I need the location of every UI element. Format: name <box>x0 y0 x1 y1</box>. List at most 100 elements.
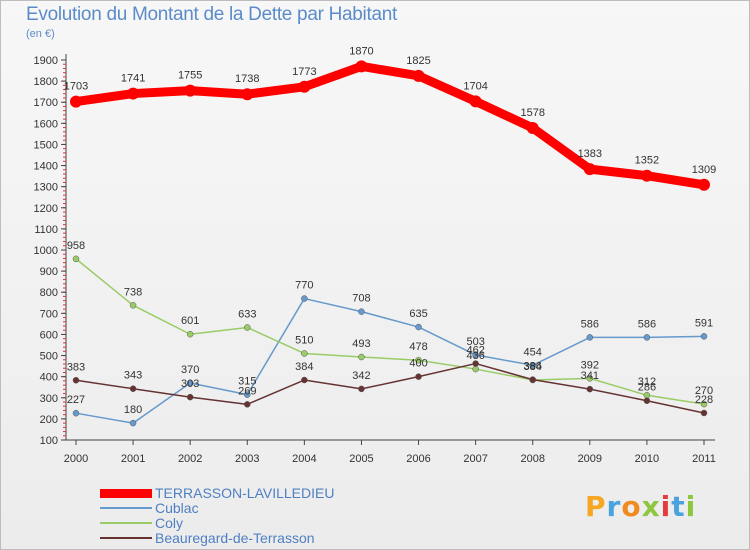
logo-letter: i <box>685 490 697 523</box>
x-tick-label: 2004 <box>292 453 316 465</box>
data-label: 303 <box>181 378 199 390</box>
data-label: 286 <box>638 382 656 394</box>
data-label: 436 <box>466 350 484 362</box>
data-label: 708 <box>352 293 370 305</box>
data-point <box>244 391 251 398</box>
data-point <box>186 330 194 338</box>
data-point <box>129 385 137 392</box>
data-label: 1825 <box>406 55 430 67</box>
data-point <box>129 302 137 309</box>
y-tick-label: 700 <box>40 308 58 320</box>
y-tick-label: 1000 <box>34 245 58 257</box>
data-point <box>586 385 594 393</box>
data-label: 312 <box>638 376 656 388</box>
data-label: 1741 <box>121 73 145 85</box>
logo-letter: i <box>660 490 672 523</box>
x-tick-label: 2005 <box>349 453 373 465</box>
data-label: 1703 <box>64 81 88 93</box>
y-tick-label: 1500 <box>34 139 58 151</box>
data-point <box>72 409 80 417</box>
y-tick-label: 1900 <box>34 55 58 67</box>
data-point <box>586 375 594 382</box>
data-label: 228 <box>695 394 713 406</box>
data-point <box>415 323 422 331</box>
data-label: 770 <box>295 280 313 292</box>
data-label: 270 <box>695 385 713 397</box>
x-tick-label: 2007 <box>463 453 487 465</box>
data-label: 1309 <box>692 164 716 176</box>
data-label: 586 <box>638 318 656 330</box>
x-tick-label: 2009 <box>578 453 602 465</box>
data-label: 601 <box>181 315 199 327</box>
logo-letter: x <box>641 490 661 523</box>
data-label: 958 <box>67 240 85 252</box>
data-label: 1704 <box>463 80 487 92</box>
data-point <box>415 356 422 364</box>
logo-letter: P <box>585 490 607 523</box>
data-label: 635 <box>409 308 427 320</box>
data-point <box>412 69 425 82</box>
data-point <box>186 393 194 401</box>
chart-title: Evolution du Montant de la Dette par Hab… <box>26 4 397 25</box>
logo-letter: t <box>671 490 686 523</box>
x-tick-label: 2000 <box>64 453 88 465</box>
data-point <box>72 377 80 384</box>
data-label: 370 <box>181 364 199 376</box>
y-tick-label: 1800 <box>34 76 58 88</box>
legend-swatch <box>100 507 152 509</box>
proxiti-logo: Proxiti <box>585 490 696 523</box>
x-tick-label: 2011 <box>692 453 716 465</box>
data-label: 1578 <box>520 107 544 119</box>
legend-swatch <box>100 537 152 539</box>
data-point <box>298 80 311 93</box>
y-tick-label: 200 <box>40 414 58 426</box>
y-tick-label: 1700 <box>34 97 58 109</box>
data-point <box>472 351 479 359</box>
legend-label: Coly <box>155 515 184 531</box>
data-point <box>184 84 197 97</box>
data-point <box>643 397 651 404</box>
data-label: 341 <box>581 370 599 382</box>
y-tick-label: 400 <box>40 372 58 384</box>
data-point <box>472 365 479 373</box>
data-label: 180 <box>124 404 142 416</box>
data-point <box>244 324 251 331</box>
y-tick-label: 1400 <box>34 161 58 173</box>
data-label: 400 <box>409 358 427 370</box>
data-label: 503 <box>466 336 484 348</box>
legend-swatch <box>100 522 152 524</box>
data-point <box>70 95 82 108</box>
chart-subtitle: (en €) <box>26 28 55 40</box>
data-label: 383 <box>67 361 85 373</box>
data-point <box>358 353 365 361</box>
data-label: 1755 <box>178 70 202 82</box>
data-label: 1352 <box>635 155 659 167</box>
x-tick-label: 2003 <box>235 453 259 465</box>
series-line-cublac <box>75 297 705 424</box>
data-point <box>241 88 254 101</box>
data-point <box>586 334 594 341</box>
data-label: 1738 <box>235 73 259 85</box>
data-label: 342 <box>352 370 370 382</box>
legend-label: Beauregard-de-Terrasson <box>155 530 315 546</box>
y-tick-label: 1600 <box>34 118 58 130</box>
data-label: 227 <box>67 394 85 406</box>
data-point <box>583 163 596 176</box>
y-tick-label: 1200 <box>34 203 58 215</box>
y-tick-label: 800 <box>40 287 58 299</box>
series-line-beauregard-de-terrasson <box>75 362 705 414</box>
data-point <box>129 419 137 427</box>
data-point <box>244 401 251 408</box>
data-point <box>526 121 539 134</box>
data-point <box>301 350 308 357</box>
data-point <box>355 60 368 73</box>
data-point <box>700 400 708 408</box>
data-label: 343 <box>124 370 142 382</box>
data-label: 386 <box>524 361 542 373</box>
legend-label: Cublac <box>155 500 199 516</box>
data-point <box>700 409 708 417</box>
data-label: 269 <box>238 385 256 397</box>
data-label: 454 <box>524 346 542 358</box>
legend-swatch <box>100 488 152 498</box>
